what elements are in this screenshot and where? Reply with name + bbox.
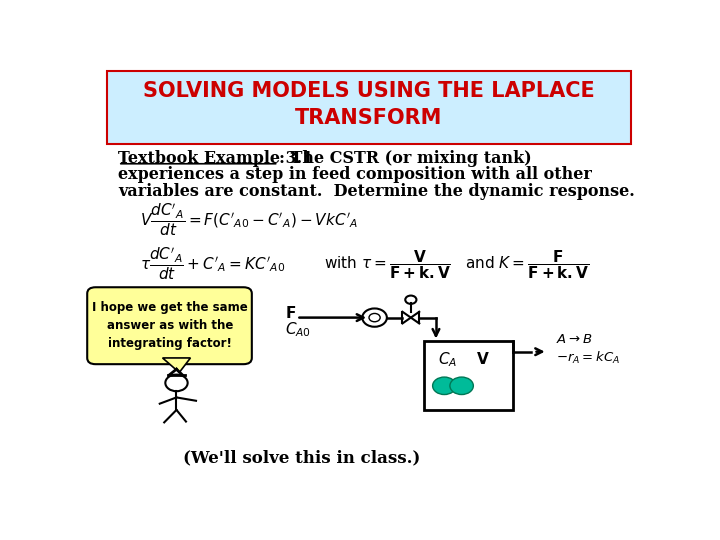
- Text: $A \rightarrow B$: $A \rightarrow B$: [556, 333, 593, 346]
- Polygon shape: [163, 358, 190, 373]
- Text: $\tau \dfrac{dC'_A}{dt} + C'_A = KC'_{A0}$: $\tau \dfrac{dC'_A}{dt} + C'_A = KC'_{A0…: [140, 246, 285, 282]
- Text: SOLVING MODELS USING THE LAPLACE
TRANSFORM: SOLVING MODELS USING THE LAPLACE TRANSFO…: [143, 81, 595, 127]
- Circle shape: [362, 308, 387, 327]
- Text: $-r_A = kC_A$: $-r_A = kC_A$: [556, 350, 620, 366]
- Text: V: V: [477, 352, 488, 367]
- Text: $V \dfrac{dC'_A}{dt} = F(C'_{A0} - C'_A) - VkC'_A$: $V \dfrac{dC'_A}{dt} = F(C'_{A0} - C'_A)…: [140, 201, 359, 238]
- Bar: [423, 341, 513, 410]
- Text: $C_{A0}$: $C_{A0}$: [285, 320, 311, 339]
- Text: Textbook Example 3.1: Textbook Example 3.1: [118, 150, 313, 167]
- FancyBboxPatch shape: [107, 71, 631, 144]
- Text: F: F: [285, 306, 296, 321]
- Circle shape: [166, 375, 188, 391]
- Text: (We'll solve this in class.): (We'll solve this in class.): [184, 449, 420, 466]
- FancyBboxPatch shape: [87, 287, 252, 364]
- Text: $C_A$: $C_A$: [438, 350, 457, 368]
- Text: : The CSTR (or mixing tank): : The CSTR (or mixing tank): [279, 150, 531, 167]
- Circle shape: [405, 295, 416, 304]
- Text: with $\tau = \dfrac{\mathbf{V}}{\mathbf{F + k.V}}$   and $K = \dfrac{\mathbf{F}}: with $\tau = \dfrac{\mathbf{V}}{\mathbf{…: [324, 248, 590, 281]
- Text: variables are constant.  Determine the dynamic response.: variables are constant. Determine the dy…: [118, 183, 634, 200]
- Circle shape: [450, 377, 473, 395]
- Text: I hope we get the same
answer as with the
integrating factor!: I hope we get the same answer as with th…: [92, 301, 248, 350]
- Text: experiences a step in feed composition with all other: experiences a step in feed composition w…: [118, 166, 592, 184]
- Circle shape: [369, 313, 380, 322]
- Circle shape: [433, 377, 456, 395]
